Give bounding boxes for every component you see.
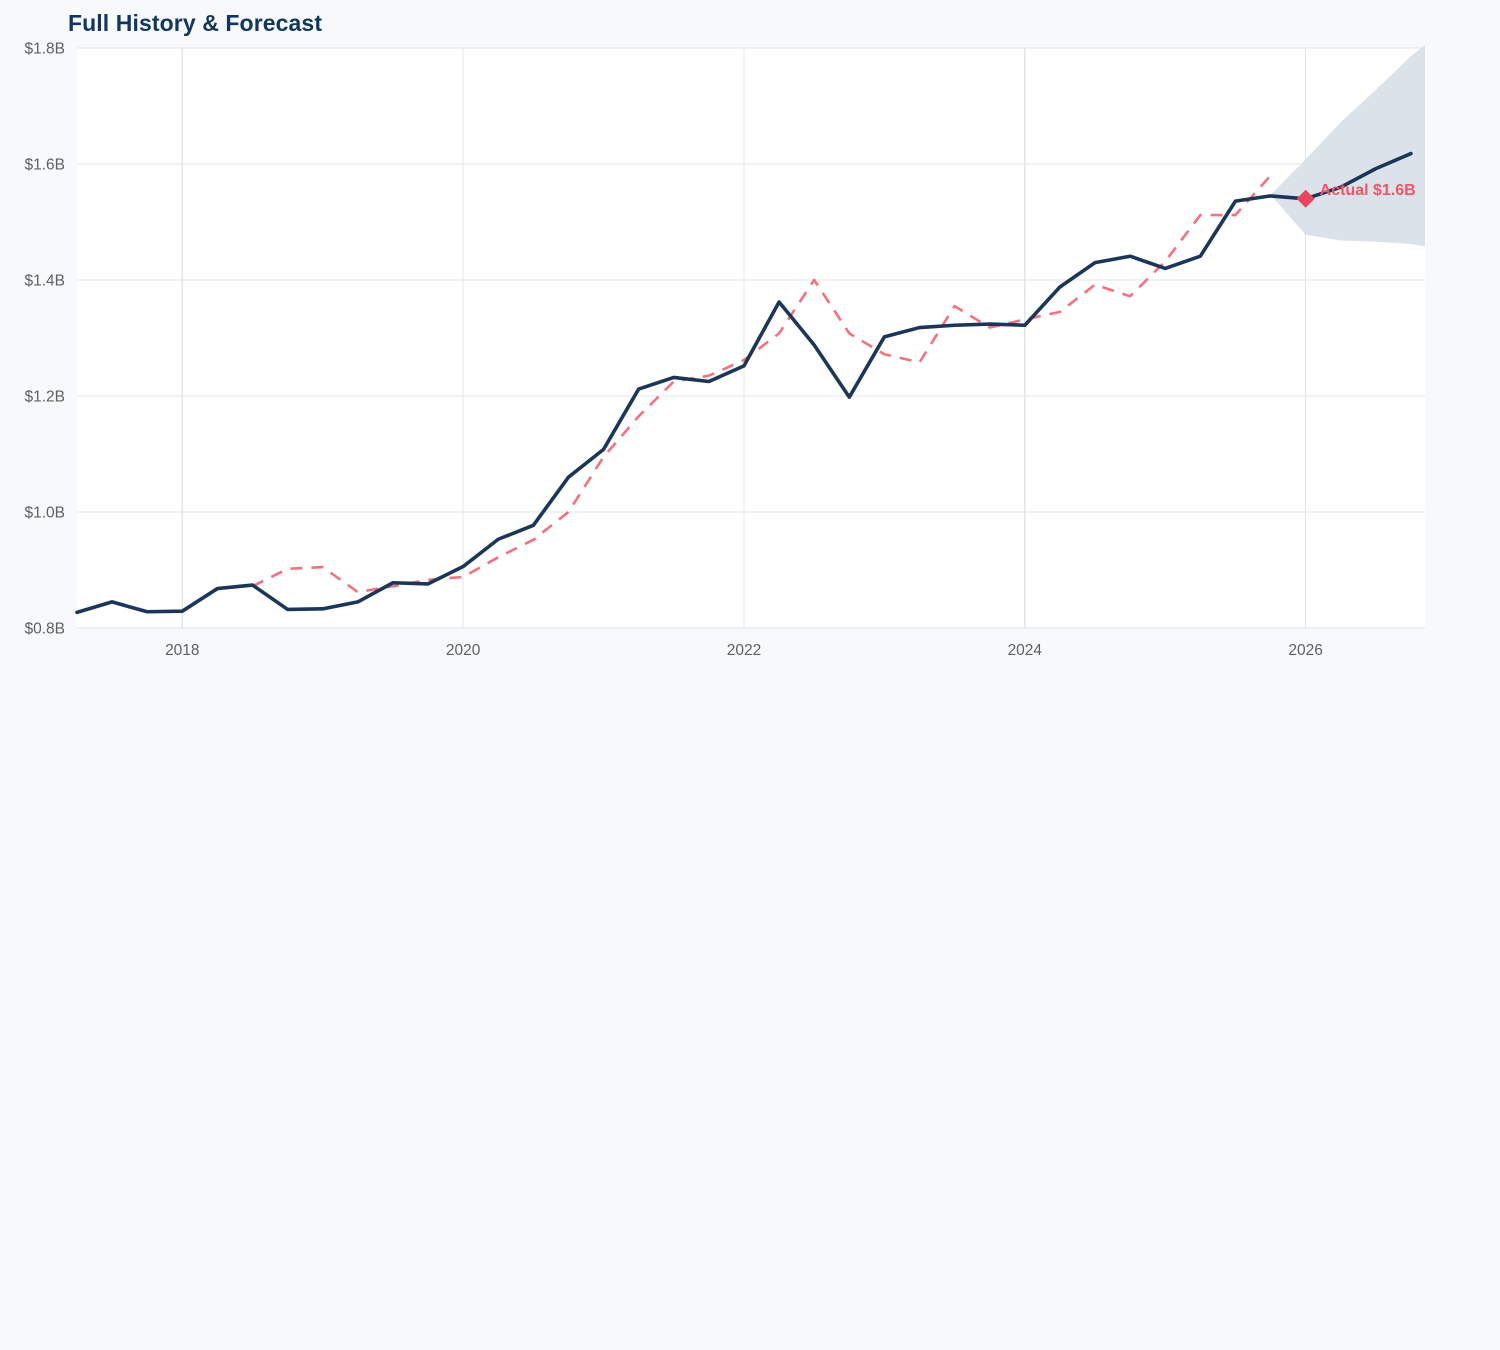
x-axis-tick-label: 2026: [1288, 642, 1322, 659]
y-axis-ticks: $0.8B $1.0B $1.2B $1.4B $1.6B $1.8B: [24, 41, 65, 638]
x-axis-tick-label: 2024: [1008, 642, 1043, 659]
x-axis-tick-label: 2018: [165, 642, 199, 659]
top-chart-panel: Full History & Forecast Actual $1.6B $0.8…: [24, 10, 1425, 659]
page-title-full-history: Full History & Forecast: [68, 10, 323, 36]
y-axis-tick-label: $1.4B: [24, 273, 65, 290]
bottom-chart-panel: Detailed View: Recent Quarters + Forecas…: [0, 676, 1500, 1350]
x-axis-ticks: 2018 2020 2022 2024 2026: [165, 642, 1323, 659]
comparison-dashed-line: [251, 174, 1272, 594]
annotation-actual-label: Actual $1.6B: [1320, 182, 1416, 199]
y-axis-tick-label: $1.2B: [24, 389, 65, 406]
holdout-diamond-marker: [1296, 189, 1315, 208]
x-axis-tick-label: 2022: [727, 642, 761, 659]
model-forecast-line: [75, 151, 1413, 615]
full-history-forecast-chart: Actual $1.6B $0.8B $1.0B $1.2B $1.4B $1.6B $1.…: [24, 41, 1425, 659]
plot-area-background: [77, 48, 1425, 628]
y-axis-tick-label: $1.8B: [24, 41, 65, 58]
grid-lines: [77, 47, 1425, 629]
y-axis-tick-label: $0.8B: [24, 621, 65, 638]
x-axis-tick-label: 2020: [446, 642, 481, 659]
y-axis-tick-label: $1.6B: [24, 157, 65, 174]
y-axis-tick-label: $1.0B: [24, 505, 65, 522]
